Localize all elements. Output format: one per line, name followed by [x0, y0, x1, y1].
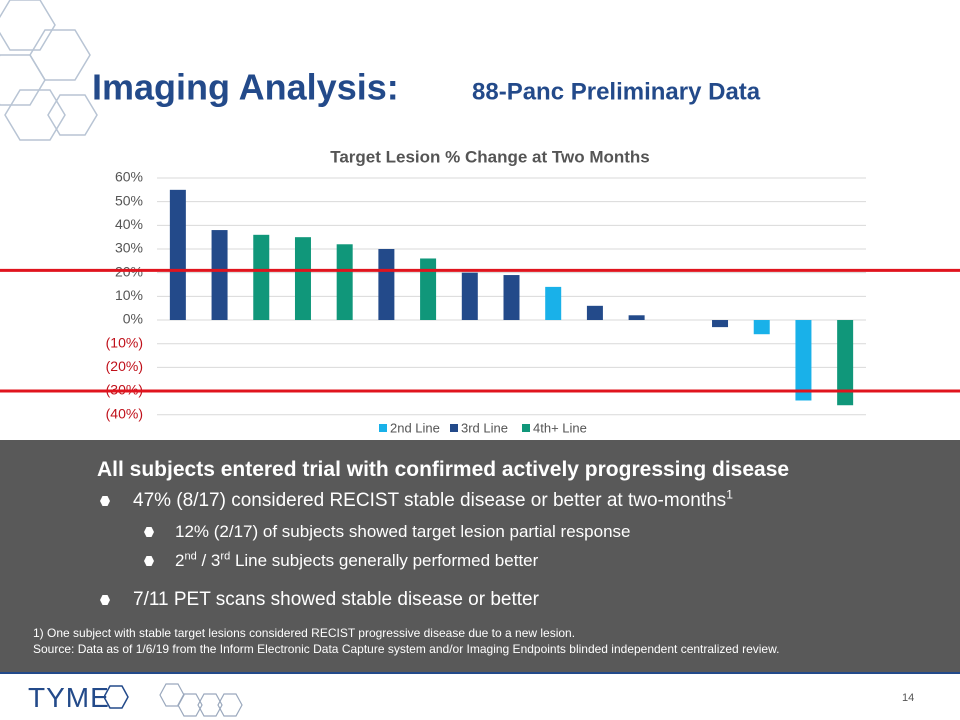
bullet: 47% (8/17) considered RECIST stable dise…	[133, 487, 734, 512]
bullet-text: 12% (2/17) of subjects showed target les…	[175, 522, 631, 541]
bullet-marker	[144, 556, 154, 566]
footnote: 1) One subject with stable target lesion…	[33, 626, 576, 640]
bar	[837, 320, 854, 406]
bullet-marker	[100, 595, 110, 605]
superscript: nd	[184, 550, 197, 563]
summary-box: All subjects entered trial with confirme…	[0, 440, 960, 672]
bullet-marker	[100, 496, 110, 506]
bar	[503, 275, 520, 321]
bullet: 2nd / 3rd Line subjects generally perfor…	[175, 551, 538, 571]
bullet: 7/11 PET scans showed stable disease or …	[133, 589, 539, 611]
bar	[336, 244, 353, 321]
legend-label: 3rd Line	[461, 420, 508, 435]
bar	[169, 189, 186, 321]
footnote: Source: Data as of 1/6/19 from the Infor…	[33, 642, 780, 656]
bar	[461, 272, 478, 321]
logo: TYME	[28, 682, 110, 713]
superscript: 1	[726, 487, 734, 502]
hexagon-decoration	[0, 0, 98, 141]
page-number: 14	[902, 692, 915, 704]
legend-swatch	[522, 424, 530, 432]
bullet-text: 7/11 PET scans showed stable disease or …	[133, 589, 539, 610]
bar	[378, 249, 395, 321]
bullet-text: 47% (8/17) considered RECIST stable dise…	[133, 490, 727, 511]
y-tick-label: 50%	[115, 192, 143, 208]
footer: TYME 14	[0, 672, 960, 720]
bar	[712, 320, 729, 328]
legend-swatch	[379, 424, 387, 432]
legend-label: 4th+ Line	[533, 420, 587, 435]
slide-title: Imaging Analysis:	[92, 67, 399, 108]
chart-title: Target Lesion % Change at Two Months	[330, 147, 650, 166]
bar	[628, 315, 645, 321]
slide-subtitle: 88-Panc Preliminary Data	[472, 78, 761, 105]
legend-swatch	[450, 424, 458, 432]
superscript: rd	[220, 550, 231, 563]
bar	[211, 230, 228, 321]
y-tick-label: 30%	[115, 240, 143, 256]
y-tick-label: (40%)	[106, 405, 143, 421]
y-tick-label: (20%)	[106, 358, 143, 374]
y-tick-label: (10%)	[106, 334, 143, 350]
y-tick-label: 60%	[115, 169, 143, 185]
bullet: 12% (2/17) of subjects showed target les…	[175, 522, 630, 542]
bar	[545, 286, 562, 321]
chart: Imaging Analysis: 88-Panc Preliminary Da…	[0, 0, 960, 435]
bar	[420, 258, 437, 321]
legend-label: 2nd Line	[390, 420, 440, 435]
bullet-text: / 3	[196, 551, 221, 570]
y-tick-label: 0%	[123, 311, 143, 327]
bar	[753, 320, 770, 335]
bullet-text: Line subjects generally performed better	[230, 551, 539, 570]
y-tick-label: 10%	[115, 287, 143, 303]
bar	[294, 237, 311, 321]
bullet-marker	[144, 527, 154, 537]
bar	[586, 305, 603, 321]
bar	[795, 320, 812, 401]
logo-hexagons	[104, 683, 243, 717]
heading: All subjects entered trial with confirme…	[97, 458, 790, 481]
bullet-text: 2	[175, 551, 185, 570]
bar	[253, 234, 270, 321]
y-tick-label: 40%	[115, 216, 143, 232]
